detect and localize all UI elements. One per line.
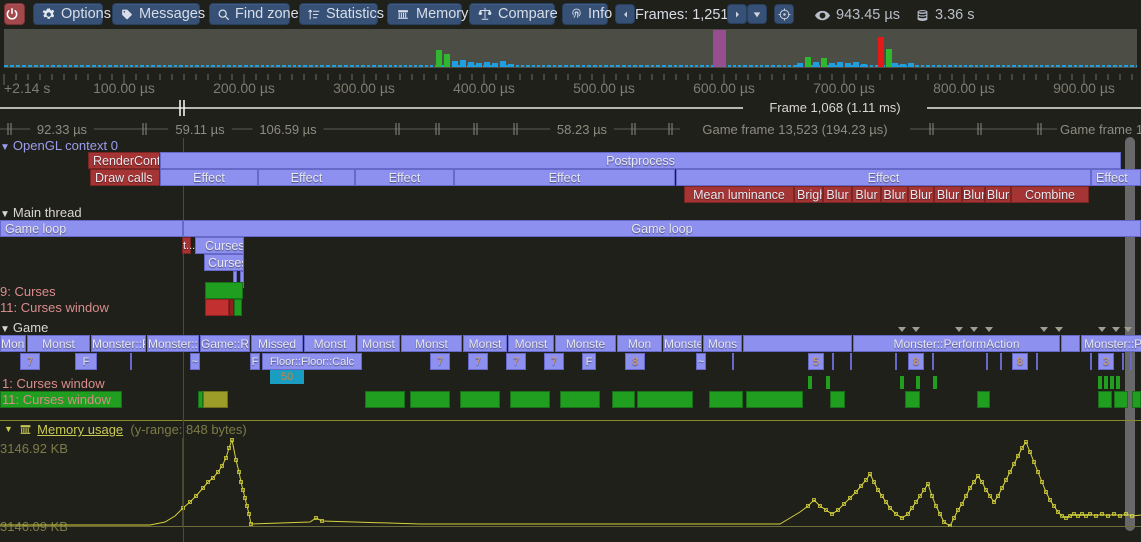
svg-text:92.33 µs: 92.33 µs bbox=[37, 122, 88, 137]
svg-text:800.00 µs: 800.00 µs bbox=[933, 80, 995, 96]
svg-text:59.11 µs: 59.11 µs bbox=[175, 122, 225, 137]
svg-text:600.00 µs: 600.00 µs bbox=[693, 80, 755, 96]
svg-text:106.59 µs: 106.59 µs bbox=[259, 122, 317, 137]
svg-text:200.00 µs: 200.00 µs bbox=[213, 80, 275, 96]
svg-text:Game frame 13,523 (194.23 µs): Game frame 13,523 (194.23 µs) bbox=[702, 122, 887, 137]
svg-text:Game frame 13,525 ›: Game frame 13,525 › bbox=[1060, 122, 1141, 137]
svg-text:700.00 µs: 700.00 µs bbox=[813, 80, 875, 96]
svg-text:300.00 µs: 300.00 µs bbox=[333, 80, 395, 96]
svg-text:100.00 µs: 100.00 µs bbox=[93, 80, 155, 96]
svg-text:500.00 µs: 500.00 µs bbox=[573, 80, 635, 96]
svg-text:58.23 µs: 58.23 µs bbox=[557, 122, 608, 137]
svg-text:Frame 1,068 (1.11 ms): Frame 1,068 (1.11 ms) bbox=[769, 100, 900, 115]
svg-text:400.00 µs: 400.00 µs bbox=[453, 80, 515, 96]
svg-text:900.00 µs: 900.00 µs bbox=[1053, 80, 1115, 96]
svg-text:+2.14 s: +2.14 s bbox=[4, 80, 50, 96]
